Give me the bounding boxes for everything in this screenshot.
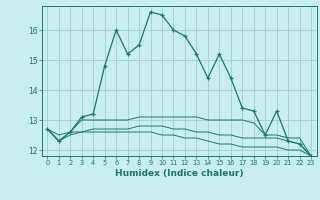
X-axis label: Humidex (Indice chaleur): Humidex (Indice chaleur) <box>115 169 244 178</box>
